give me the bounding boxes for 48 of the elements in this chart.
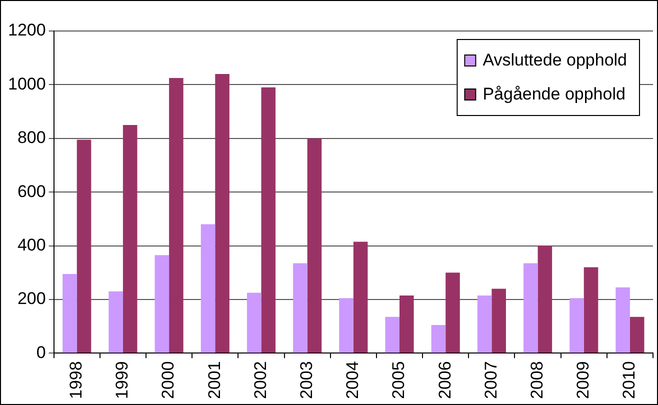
bar	[584, 267, 598, 353]
y-tick-label: 600	[17, 182, 46, 201]
bar	[339, 298, 354, 353]
bar	[616, 287, 630, 353]
bar	[108, 291, 123, 353]
y-tick-label: 1000	[8, 74, 46, 94]
x-tick-label: 1998	[66, 361, 86, 400]
bar	[477, 295, 492, 353]
bar	[261, 87, 276, 353]
x-tick-label: 2002	[250, 361, 270, 400]
y-tick-label: 1200	[8, 20, 46, 40]
bar	[630, 316, 644, 353]
x-tick-label: 2005	[389, 361, 408, 400]
bar	[400, 295, 414, 353]
bar	[385, 316, 400, 353]
x-tick-label: 2007	[481, 361, 500, 400]
bar	[169, 78, 184, 353]
bar	[353, 242, 368, 353]
x-tick-label: 2000	[158, 361, 178, 400]
bar	[431, 324, 446, 353]
bar	[523, 263, 538, 353]
bar	[446, 272, 460, 353]
x-tick-label: 2004	[343, 361, 362, 400]
bar	[293, 263, 308, 353]
x-tick-label: 2003	[297, 361, 316, 400]
legend-label: Pågående opphold	[482, 84, 626, 104]
x-tick-label: 2008	[527, 361, 546, 400]
bar	[62, 274, 77, 353]
bar	[246, 292, 262, 353]
bar	[200, 224, 216, 353]
y-tick-label: 800	[17, 128, 46, 148]
bar	[76, 140, 92, 353]
bar	[570, 298, 584, 353]
bar	[538, 246, 552, 353]
x-tick-label: 1999	[112, 361, 132, 400]
x-tick-label: 2010	[620, 361, 639, 400]
x-tick-label: 2009	[574, 361, 593, 400]
bar	[215, 74, 230, 353]
bar	[122, 124, 138, 353]
bar	[154, 255, 170, 353]
y-tick-label: 0	[36, 342, 46, 362]
x-tick-label: 2006	[435, 361, 454, 400]
y-tick-label: 200	[17, 289, 46, 308]
y-tick-label: 400	[17, 235, 46, 254]
x-tick-label: 2001	[204, 361, 224, 400]
legend-label: Avsluttede opphold	[482, 50, 628, 70]
bar	[492, 288, 506, 353]
bar	[307, 138, 322, 353]
